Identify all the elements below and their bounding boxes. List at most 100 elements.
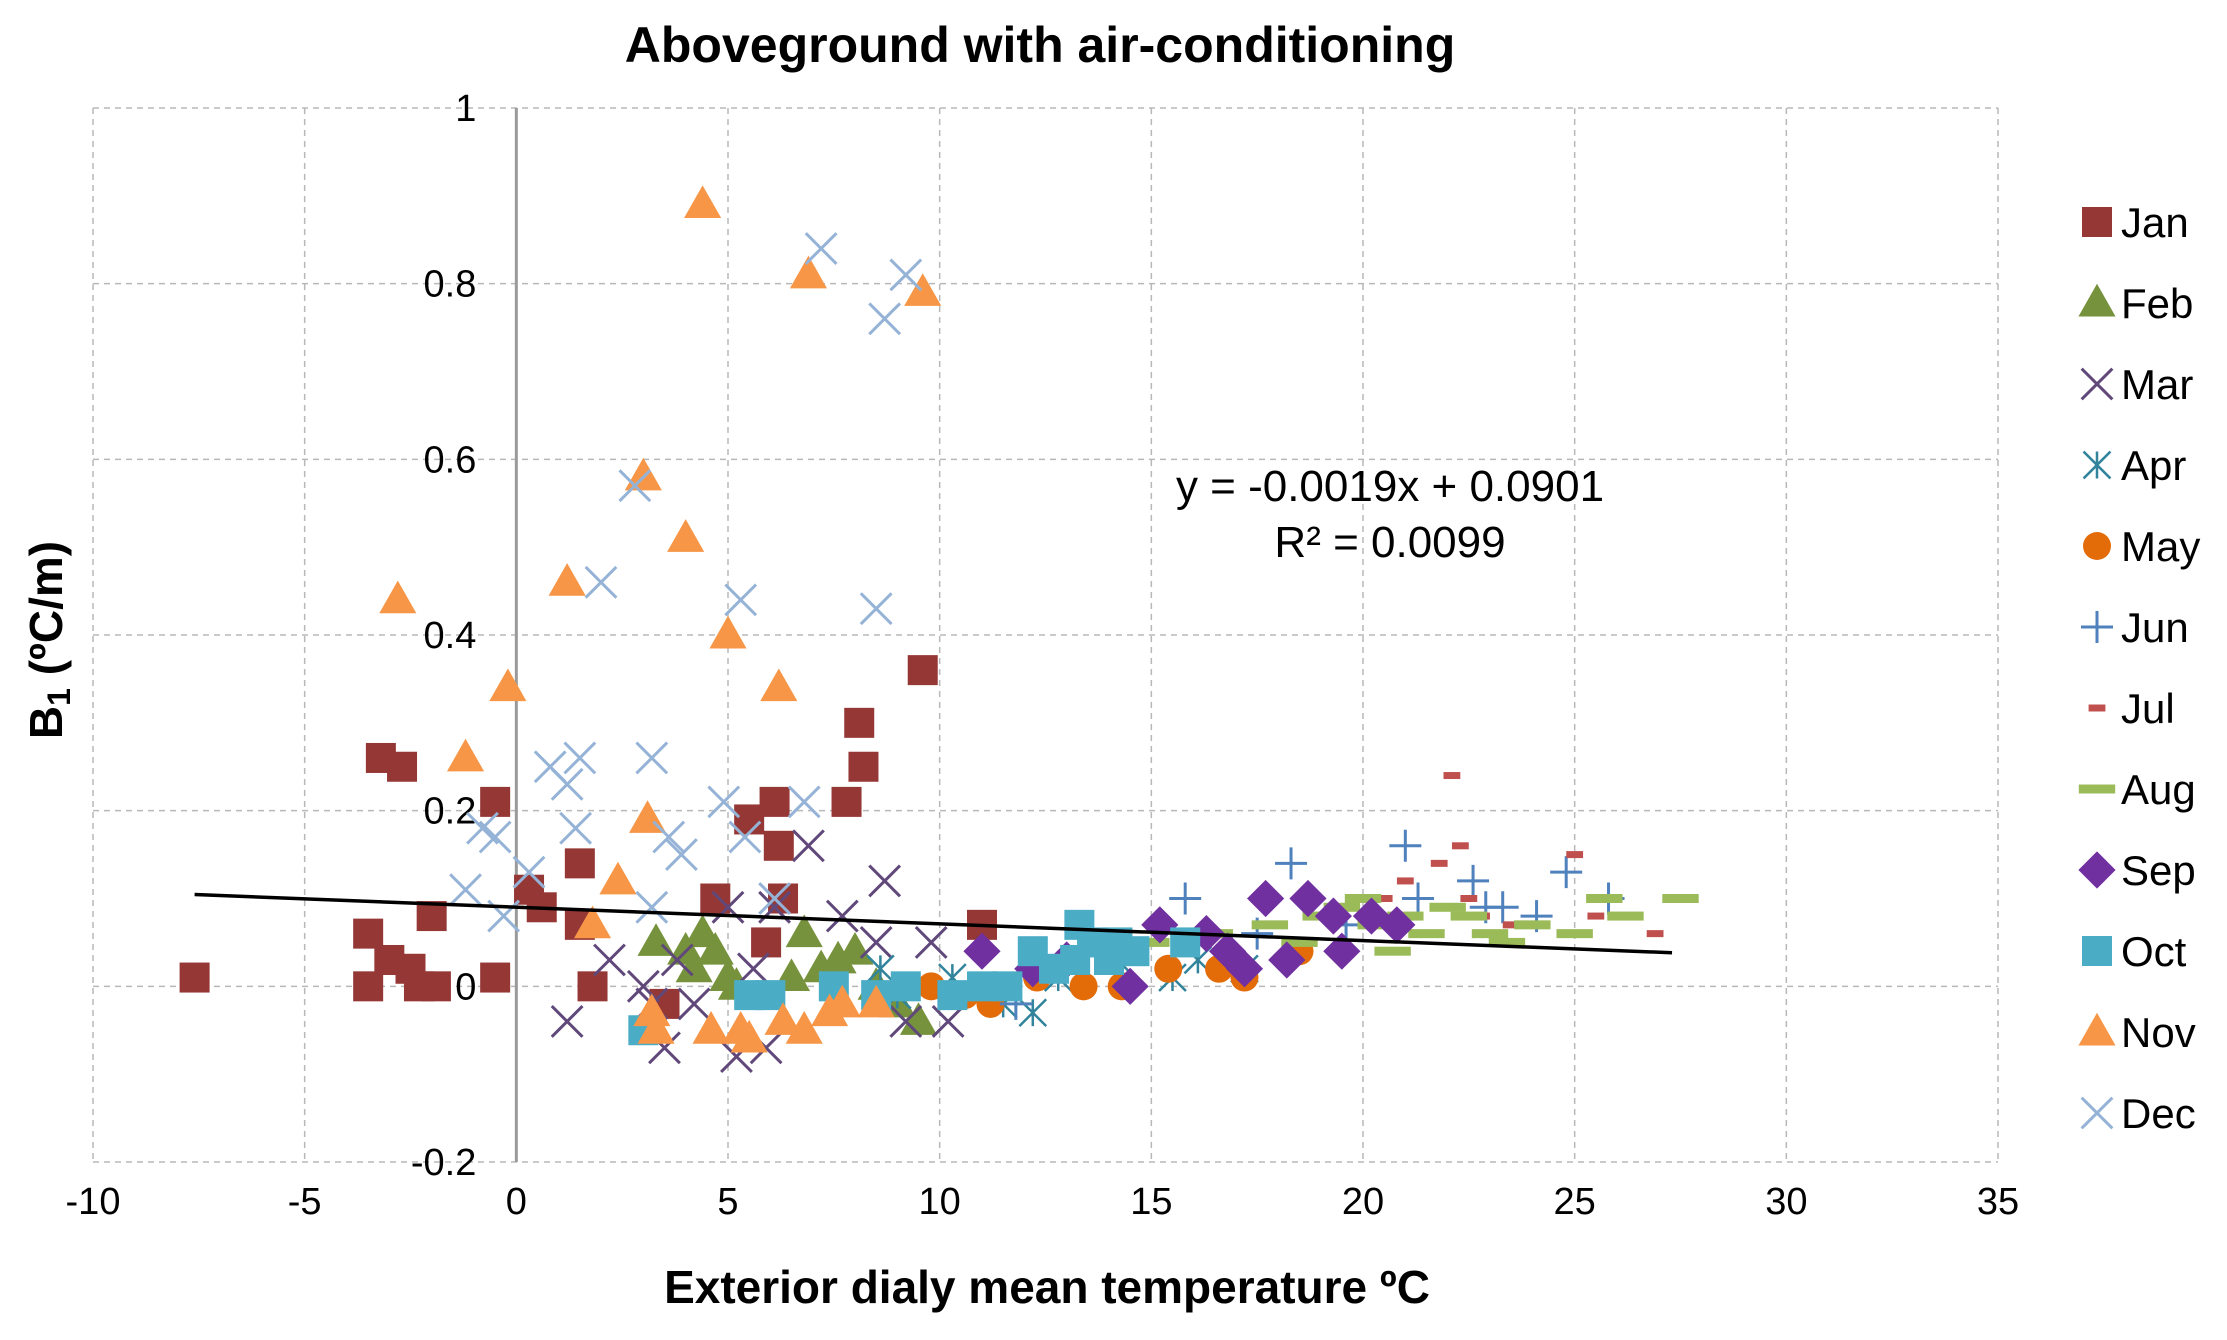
legend-label-may: May (2121, 523, 2200, 570)
trendline-group (194, 892, 1673, 955)
data-point-aug (1281, 937, 1318, 947)
data-point-mar (660, 943, 694, 977)
data-point-dec (635, 741, 669, 775)
data-points (179, 185, 1699, 1074)
trendline-equation: y = -0.0019x + 0.0901 (1176, 462, 1604, 511)
data-point-jan (763, 830, 794, 861)
x-tick-label: 25 (1554, 1181, 1596, 1223)
legend-label-apr: Apr (2121, 442, 2186, 489)
data-point-feb (819, 940, 857, 974)
legend-marker-apr (2082, 450, 2112, 480)
x-tick-label: 35 (1977, 1181, 2019, 1223)
legend-marker-nov (2078, 1012, 2116, 1046)
legend-item-feb: Feb (2078, 280, 2193, 327)
data-point-dec (449, 873, 482, 907)
data-point-feb (836, 932, 874, 965)
data-point-feb (675, 949, 713, 983)
x-tick-label: 20 (1342, 1181, 1384, 1223)
data-point-sep (1323, 932, 1361, 970)
data-point-aug (1514, 920, 1551, 930)
data-point-mar (889, 1005, 923, 1038)
data-point-feb (696, 932, 734, 965)
data-point-sep (1378, 906, 1416, 944)
data-point-jan (848, 751, 879, 782)
y-tick-label: 0.4 (424, 615, 477, 657)
data-point-dec (563, 741, 597, 775)
x-tick-label: -10 (66, 1181, 121, 1223)
data-point-jan (179, 962, 210, 993)
legend-label-feb: Feb (2121, 280, 2193, 327)
data-point-dec (584, 565, 618, 599)
y-axis-label-unit: (ºC/m) (20, 541, 72, 688)
data-point-aug (1556, 929, 1593, 939)
data-point-mar (859, 925, 893, 959)
legend-marker-may (2083, 532, 2111, 560)
x-tick-label: 0 (506, 1181, 527, 1223)
data-point-jun (1457, 864, 1490, 897)
legend-marker-jun (2081, 611, 2113, 643)
data-point-aug (1251, 920, 1289, 930)
data-point-mar (550, 1005, 584, 1038)
data-point-jun (1389, 829, 1422, 862)
trendline-r-squared: R² = 0.0099 (1274, 518, 1505, 567)
data-point-sep (1111, 967, 1149, 1005)
series-sep (963, 879, 1416, 1005)
data-point-dec (618, 469, 652, 503)
data-point-jan (577, 971, 608, 1002)
data-point-oct (937, 980, 968, 1011)
x-tick-label: -5 (288, 1181, 322, 1223)
data-point-oct (755, 980, 786, 1011)
data-point-aug (1408, 929, 1445, 939)
legend-item-nov: Nov (2078, 1009, 2196, 1056)
data-point-dec (758, 882, 791, 915)
data-point-mar (792, 829, 825, 863)
data-point-jun (1275, 847, 1308, 880)
data-point-nov (446, 738, 485, 772)
legend-marker-feb (2078, 283, 2116, 317)
data-point-sep (1268, 941, 1306, 979)
legend-marker-aug (2078, 784, 2116, 794)
chart-title: Aboveground with air-conditioning (625, 17, 1455, 73)
y-axis-label-subscript: 1 (41, 688, 77, 706)
data-point-jul (1443, 772, 1461, 780)
series-nov (379, 185, 942, 1053)
data-point-apr (866, 954, 895, 984)
y-tick-label: 1 (455, 88, 476, 130)
data-point-nov (573, 905, 612, 939)
legend-label-jun: Jun (2121, 604, 2189, 651)
data-point-dec (868, 302, 902, 336)
trendline (194, 892, 1673, 955)
legend-item-oct: Oct (2082, 928, 2187, 975)
legend-item-dec: Dec (2080, 1090, 2196, 1137)
legend-marker-sep (2078, 851, 2116, 889)
data-point-jun (1402, 882, 1435, 915)
data-point-mar (736, 952, 770, 986)
data-point-nov (599, 861, 637, 895)
data-point-jan (759, 786, 790, 817)
legend-marker-jul (2088, 704, 2106, 712)
data-point-jan (844, 707, 875, 738)
data-point-sep (1225, 950, 1264, 988)
legend-item-may: May (2083, 523, 2200, 570)
data-point-jan (480, 786, 511, 817)
data-point-sep (1289, 879, 1327, 918)
legend-marker-jan (2082, 207, 2112, 237)
data-point-mar (593, 943, 626, 977)
data-point-jan (751, 927, 782, 958)
x-tick-label: 10 (919, 1181, 961, 1223)
x-tick-label: 15 (1130, 1181, 1172, 1223)
data-point-dec (859, 592, 893, 626)
data-point-nov (684, 185, 722, 219)
data-point-dec (512, 855, 546, 889)
data-point-jan (353, 918, 384, 949)
data-point-jan (420, 971, 451, 1002)
data-point-dec (707, 785, 741, 819)
data-point-jan (416, 901, 447, 932)
data-point-may (1154, 954, 1183, 983)
data-point-dec (559, 811, 593, 845)
data-point-sep (963, 932, 1001, 970)
data-point-nov (637, 1011, 675, 1044)
data-point-mar (825, 899, 859, 933)
legend-marker-mar (2080, 367, 2114, 401)
